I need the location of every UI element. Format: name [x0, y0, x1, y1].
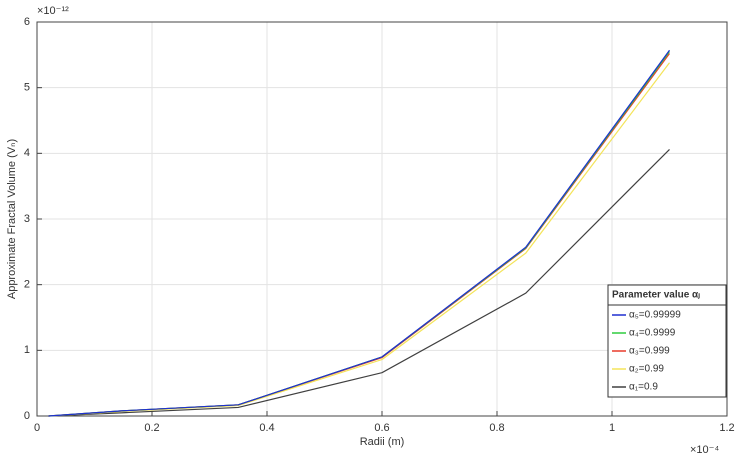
y-multiplier: ×10⁻¹² [37, 5, 69, 17]
y-tick-label: 1 [24, 344, 30, 356]
x-tick-label: 0 [34, 422, 40, 434]
x-tick-label: 0.6 [374, 422, 389, 434]
y-tick-label: 0 [24, 410, 30, 422]
x-tick-label: 0.2 [144, 422, 159, 434]
legend-label: α₁=0.9 [629, 382, 658, 393]
x-axis-label: Radii (m) [360, 436, 405, 448]
y-tick-label: 3 [24, 213, 30, 225]
plot-frame [36, 21, 728, 417]
y-tick-label: 2 [24, 279, 30, 291]
legend-label: α₄=0.9999 [629, 328, 676, 339]
x-tick-label: 0.8 [489, 422, 504, 434]
y-tick-label: 6 [24, 16, 30, 28]
series-line [48, 51, 670, 417]
y-axis-label: Approximate Fractal Volume (Vₙ) [6, 139, 18, 299]
legend-label: α₂=0.99 [629, 364, 664, 375]
x-multiplier: ×10⁻⁴ [690, 444, 719, 456]
legend-label: α₃=0.999 [629, 346, 670, 357]
legend-box [607, 284, 727, 398]
x-tick-label: 1 [609, 422, 615, 434]
x-tick-label: 1.2 [719, 422, 734, 434]
y-tick-label: 5 [24, 82, 30, 94]
series-line [48, 49, 670, 417]
series-line [48, 62, 670, 417]
series-line [48, 53, 670, 417]
legend-title: Parameter value αⱼ [612, 290, 700, 301]
x-tick-label: 0.4 [259, 422, 274, 434]
series-line [48, 148, 670, 417]
legend-label: α₅=0.99999 [629, 310, 681, 321]
y-tick-label: 4 [24, 147, 30, 159]
